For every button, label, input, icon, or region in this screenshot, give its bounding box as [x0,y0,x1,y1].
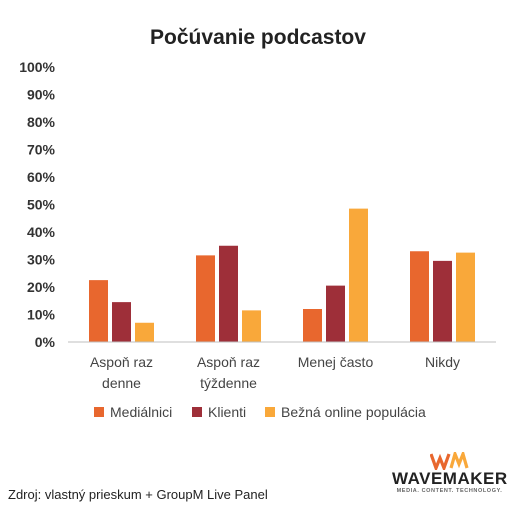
bar [242,310,261,342]
legend-swatch [94,407,104,417]
bar [326,285,345,342]
bar [219,245,238,342]
x-tick-label: Menej často [298,354,374,370]
logo-name: WAVEMAKER [392,469,508,488]
bars-group [89,208,475,342]
legend-swatch [265,407,275,417]
y-tick-label: 20% [27,279,56,295]
bar [112,302,131,342]
chart-title: Počúvanie podcastov [150,26,366,49]
legend-label: Klienti [208,404,246,420]
legend-swatch [192,407,202,417]
x-tick-label: Nikdy [425,354,460,370]
y-tick-label: 100% [19,59,55,75]
y-tick-label: 30% [27,252,56,268]
y-tick-label: 10% [27,307,56,323]
source-note: Zdroj: vlastný prieskum + GroupM Live Pa… [8,487,268,502]
x-axis: Aspoň raz denne Aspoň raz týždenne Menej čas… [90,354,460,391]
x-tick-label: Aspoň raz denne [90,354,153,391]
bar [410,251,429,342]
y-tick-label: 50% [27,197,56,213]
bar [89,280,108,342]
legend-label: Bežná online populácia [281,404,426,420]
legend-label: Mediálnici [110,404,172,420]
y-axis: 0% 10% 20% 30% 40% 50% 60% 70% 80% 90% 100% [19,59,55,350]
y-tick-label: 90% [27,87,56,103]
bar [456,252,475,342]
wavemaker-logo: WAVEMAKER MEDIA. CONTENT. TECHNOLOGY. [392,452,507,502]
x-tick-label: Aspoň raz týždenne [197,354,260,391]
bar [433,260,452,342]
y-tick-label: 0% [35,334,56,350]
logo-tagline: MEDIA. CONTENT. TECHNOLOGY. [396,488,503,494]
wavemaker-logo-mark [429,452,469,470]
bar [135,322,154,342]
bar [303,309,322,342]
y-tick-label: 70% [27,142,56,158]
bar [196,255,215,342]
bar [349,208,368,342]
legend: Mediálnici Klienti Bežná online populácia [94,404,426,420]
y-tick-label: 80% [27,114,56,130]
y-tick-label: 40% [27,224,56,240]
y-tick-label: 60% [27,169,56,185]
